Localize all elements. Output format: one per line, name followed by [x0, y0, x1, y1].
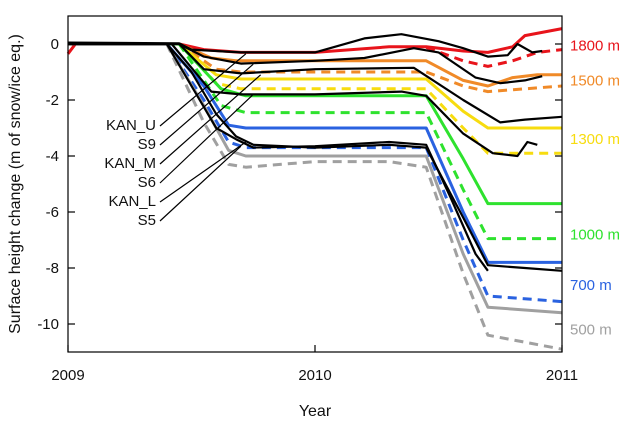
station-label-s5: S5 [138, 212, 156, 229]
annotation-layer: KAN_U S9 KAN_M S6 KAN_L S5 1800 m 1500 m 1300 m 1… [104, 37, 620, 338]
station-leader-line [159, 141, 247, 203]
elevation-label-1500-m: 1500 m [570, 72, 620, 89]
elevation-label-1000-m: 1000 m [570, 226, 620, 243]
series-line-1800-m-solid [66, 27, 563, 55]
series-line-s5-solid [68, 42, 489, 272]
series-line-500-m-dashed [165, 43, 563, 351]
series-line-1500-m-dashed [178, 42, 563, 94]
station-leader-line [159, 63, 254, 146]
y-tick-label: 0 [51, 36, 59, 53]
series-layer [66, 27, 563, 351]
x-tick-label: 2011 [546, 367, 578, 384]
y-tick-label: -2 [46, 92, 59, 109]
station-leader-line [159, 93, 254, 184]
elevation-label-500-m: 500 m [570, 322, 612, 339]
station-label-s9: S9 [138, 136, 156, 153]
y-tick-label: -10 [37, 316, 59, 333]
station-leader-line [159, 145, 242, 222]
elevation-label-700-m: 700 m [570, 277, 612, 294]
series-line-kan-u-solid [67, 33, 543, 58]
y-tick-label: -8 [46, 260, 59, 277]
elevation-label-1800-m: 1800 m [570, 37, 620, 54]
series-line-s9-solid [68, 42, 543, 85]
station-label-kan-m: KAN_M [104, 155, 156, 172]
station-label-kan-u: KAN_U [106, 117, 156, 134]
series-line-kan-l-solid [68, 42, 563, 272]
y-tick-label: -4 [46, 148, 59, 165]
station-leader-line [159, 74, 262, 165]
x-axis-title: Year [299, 403, 332, 420]
series-line-s6-solid [68, 42, 538, 158]
station-leader-line [159, 53, 247, 127]
station-label-s6: S6 [138, 174, 156, 191]
series-line-kan-m-solid [68, 42, 563, 124]
y-tick-label: -6 [46, 204, 59, 221]
x-tick-label: 2009 [51, 367, 84, 384]
station-label-kan-l: KAN_L [108, 193, 156, 210]
series-line-1000-m-dashed [177, 43, 562, 241]
y-axis-title: Surface height change (m of snow/ice eq.… [7, 34, 24, 334]
series-line-1500-m-solid [68, 42, 562, 88]
series-line-700-m-dashed [165, 43, 563, 304]
elevation-label-1300-m: 1300 m [570, 131, 620, 148]
ticks-layer: 0 -2 -4 -6 -8 -10 2009 2010 2011 [37, 36, 578, 384]
x-tick-label: 2010 [298, 367, 331, 384]
